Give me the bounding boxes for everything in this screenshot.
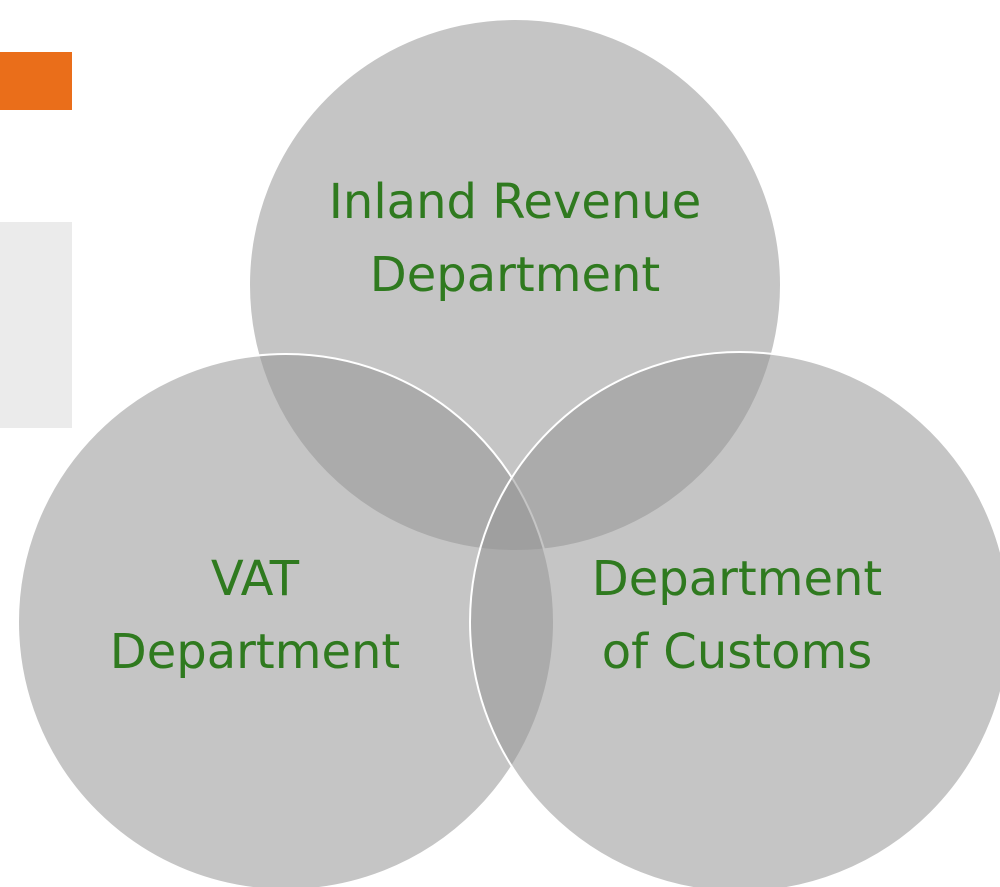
labels: Inland Revenue Department VAT Department…: [110, 174, 882, 680]
node-label: Department: [370, 247, 660, 303]
node-label: Inland Revenue: [329, 174, 702, 230]
circles: [17, 18, 1000, 887]
node-label: of Customs: [602, 624, 872, 680]
circle-customs: [469, 351, 1000, 887]
accent-bar: [0, 52, 72, 110]
node-label: Department: [110, 624, 400, 680]
side-panel: [0, 222, 72, 428]
node-label: VAT: [211, 551, 300, 607]
node-label: Department: [592, 551, 882, 607]
